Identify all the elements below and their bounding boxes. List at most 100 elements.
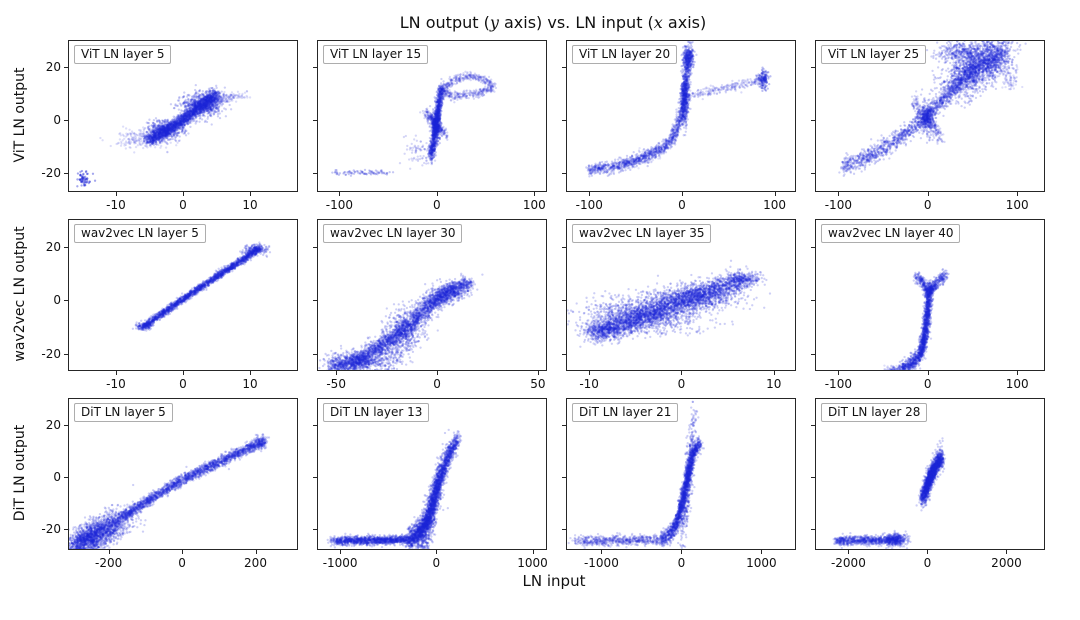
subplot-label-text: ViT LN layer 5 [81, 47, 165, 61]
y-tick-mark [811, 425, 815, 427]
subplot-legend: wav2vec LN layer 40 [821, 224, 961, 243]
plots-row-2: wav2vec LN layer 5 -10 0 10 -20 0 20 wav2vec … [32, 219, 1045, 391]
subplot-legend: DiT LN layer 28 [821, 403, 928, 422]
scatter-canvas [816, 41, 1044, 191]
x-tick-mark [183, 192, 184, 196]
x-tick-label: 0 [923, 377, 932, 391]
x-tick-mark [927, 550, 929, 554]
x-tick-label: -2000 [830, 556, 866, 570]
y-tick-label: 0 [53, 293, 61, 308]
x-tick-label: -200 [95, 556, 123, 570]
scatter-canvas [318, 41, 546, 191]
scatter-canvas [69, 41, 297, 191]
x-tick-label: -1000 [583, 556, 619, 570]
x-tick-label: 200 [244, 556, 267, 570]
y-tick-mark [562, 172, 566, 174]
x-tick-label: -10 [106, 377, 126, 391]
x-tick-mark [436, 550, 438, 554]
y-tick-mark [64, 353, 68, 355]
y-axis-label-dit: DiT LN output [8, 398, 32, 548]
x-tick-mark [681, 550, 683, 554]
figure-title: LN output (y axis) vs. LN input (x axis) [0, 0, 1080, 40]
x-axis-label: LN input [522, 572, 586, 590]
x-tick-mark [250, 371, 252, 375]
subplot-legend: ViT LN layer 15 [323, 45, 429, 64]
scatter-canvas [816, 220, 1044, 370]
x-tick-label: -10 [579, 377, 599, 391]
y-tick-mark [562, 119, 566, 121]
y-tick-label: -20 [41, 522, 61, 537]
y-axis-label-vit: ViT LN output [8, 40, 32, 190]
subplot-legend: wav2vec LN layer 30 [323, 224, 463, 243]
y-tick-mark [64, 67, 68, 69]
x-tick-label: -100 [824, 198, 852, 212]
title-text-mid: axis) vs. LN input ( [498, 13, 654, 32]
x-tick-mark [115, 192, 117, 196]
subplot-legend: DiT LN layer 21 [572, 403, 679, 422]
subplot-label-text: DiT LN layer 21 [579, 405, 672, 419]
x-tick-mark [589, 371, 591, 375]
plot-row-vit: ViT LN output ViT LN layer 5 -10 0 10 -20 0 2… [8, 40, 1080, 212]
scatter-canvas [318, 399, 546, 549]
subplot-dit-ln-layer-5: DiT LN layer 5 -200 0 200 -20 0 20 [41, 398, 298, 570]
x-tick-label: 0 [678, 198, 686, 212]
x-tick-mark [848, 550, 850, 554]
subplot-label-text: DiT LN layer 13 [330, 405, 423, 419]
title-xvar: x [653, 13, 663, 32]
y-tick-mark [811, 477, 815, 479]
title-text-pre: LN output ( [399, 13, 490, 32]
subplot-dit-ln-layer-13: DiT LN layer 13 -1000 0 1000 [313, 398, 548, 570]
x-tick-label: 0 [432, 556, 441, 570]
y-axis-label-text: wav2vec LN output [12, 226, 28, 362]
x-tick-mark [340, 550, 342, 554]
subplot-label-text: wav2vec LN layer 30 [330, 226, 456, 240]
x-tick-mark [336, 371, 338, 375]
x-tick-mark [1017, 371, 1019, 375]
x-tick-mark [589, 192, 591, 196]
y-tick-mark [64, 172, 68, 174]
x-tick-mark [838, 371, 840, 375]
subplot-label-text: ViT LN layer 15 [330, 47, 422, 61]
y-tick-mark [562, 425, 566, 427]
x-tick-label: 10 [766, 377, 782, 391]
y-tick-mark [811, 529, 815, 531]
y-tick-mark [562, 529, 566, 531]
y-tick-mark [562, 353, 566, 355]
subplot-wav2vec-ln-layer-5: wav2vec LN layer 5 -10 0 10 -20 0 20 [41, 219, 298, 391]
y-tick-label: -20 [41, 346, 61, 361]
subplot-label-text: wav2vec LN layer 35 [579, 226, 705, 240]
y-axis-label-wav2vec: wav2vec LN output [8, 219, 32, 369]
x-tick-mark [255, 550, 257, 554]
x-tick-label: 1000 [517, 556, 548, 570]
y-tick-mark [562, 246, 566, 248]
title-yvar: y [489, 13, 499, 32]
scatter-canvas [69, 399, 297, 549]
y-tick-mark [64, 477, 68, 479]
x-tick-label: 0 [923, 556, 932, 570]
x-tick-mark [182, 550, 184, 554]
scatter-canvas [69, 220, 297, 370]
subplot-legend: DiT LN layer 13 [323, 403, 430, 422]
x-tick-mark [115, 371, 117, 375]
y-tick-mark [313, 353, 317, 355]
x-tick-mark [1006, 550, 1008, 554]
subplot-dit-ln-layer-28: DiT LN layer 28 -2000 0 2000 [811, 398, 1045, 570]
subplot-legend: ViT LN layer 25 [821, 45, 927, 64]
subplot-legend: ViT LN layer 5 [74, 45, 172, 64]
x-tick-label: 0 [677, 377, 686, 391]
y-tick-mark [64, 425, 68, 427]
subplot-label-text: wav2vec LN layer 5 [81, 226, 199, 240]
x-tick-label: 10 [242, 377, 258, 391]
y-tick-mark [562, 300, 566, 302]
x-tick-label: 0 [179, 377, 187, 391]
x-tick-label: 100 [1005, 377, 1029, 391]
y-tick-mark [64, 529, 68, 531]
x-tick-mark [927, 192, 929, 196]
y-tick-mark [64, 300, 68, 302]
x-tick-mark [681, 371, 683, 375]
y-tick-mark [64, 246, 68, 248]
x-tick-mark [774, 192, 776, 196]
y-tick-label: 20 [45, 60, 61, 75]
y-tick-mark [313, 477, 317, 479]
